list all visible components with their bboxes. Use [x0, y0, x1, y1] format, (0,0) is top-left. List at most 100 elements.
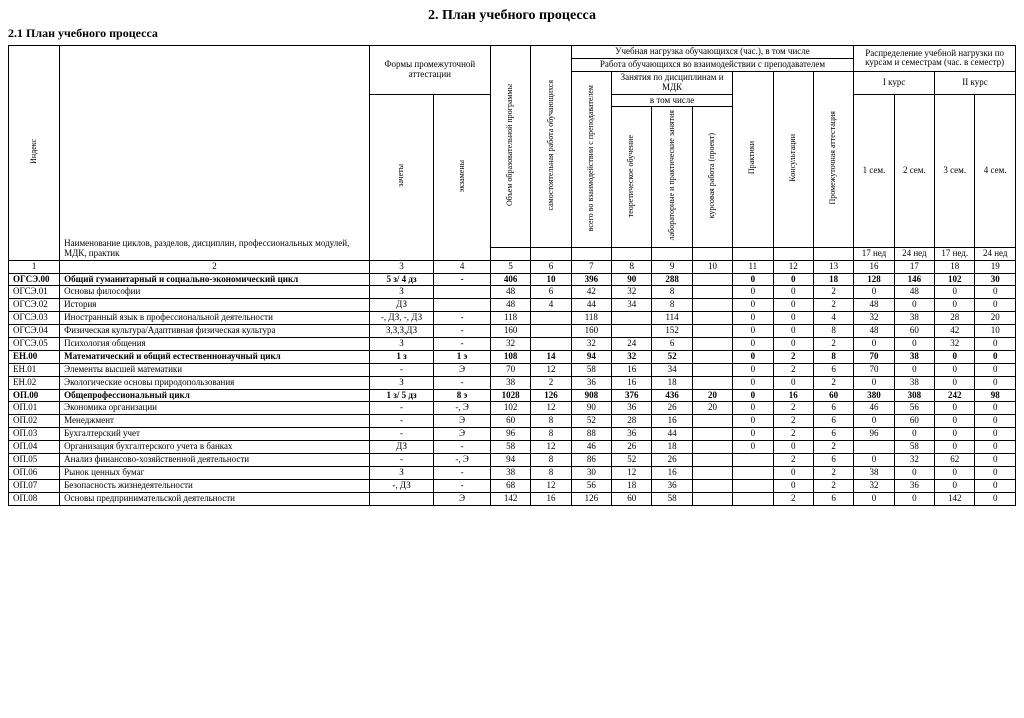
cell-value: 0	[733, 299, 773, 312]
cell-value: 0	[854, 286, 894, 299]
cell-value: -	[369, 415, 434, 428]
cell-value	[692, 454, 732, 467]
cell-value: 32	[854, 479, 894, 492]
col-num: 16	[854, 260, 894, 273]
cell-value: 56	[894, 402, 934, 415]
col-num: 12	[773, 260, 813, 273]
cell-value: 0	[935, 479, 975, 492]
hdr-praktiki: Практики	[748, 139, 757, 176]
hdr-name: Наименование циклов, разделов, дисциплин…	[60, 46, 370, 261]
cell-value: -	[434, 337, 491, 350]
cell-value: 32	[894, 454, 934, 467]
cell-value: 0	[975, 286, 1016, 299]
cell-value: 28	[612, 415, 652, 428]
cell-value	[434, 299, 491, 312]
cell-index: ОГСЭ.00	[9, 273, 60, 286]
cell-value: 48	[894, 286, 934, 299]
cell-value: 42	[935, 325, 975, 338]
cell-name: Общий гуманитарный и социально-экономиче…	[60, 273, 370, 286]
cell-value: -, Э	[434, 454, 491, 467]
cell-value	[854, 441, 894, 454]
cell-value: 0	[935, 286, 975, 299]
cell-value: 62	[935, 454, 975, 467]
hdr-obem: Объем образовательной программы	[506, 82, 515, 208]
col-num: 11	[733, 260, 773, 273]
cell-value: 38	[854, 466, 894, 479]
cell-value: 86	[571, 454, 611, 467]
table-row: ОГСЭ.03Иностранный язык в профессиональн…	[9, 312, 1016, 325]
cell-value: 12	[531, 402, 571, 415]
cell-index: ОГСЭ.03	[9, 312, 60, 325]
hdr-c11	[733, 247, 773, 260]
cell-value: 2	[813, 441, 853, 454]
cell-value: 14	[531, 350, 571, 363]
cell-value: 58	[894, 441, 934, 454]
cell-value: 0	[935, 402, 975, 415]
cell-value: 0	[733, 389, 773, 402]
hdr-sem1: 1 сем.	[854, 94, 894, 247]
cell-value: 0	[733, 441, 773, 454]
cell-value: 102	[490, 402, 530, 415]
table-row: ОГСЭ.00Общий гуманитарный и социально-эк…	[9, 273, 1016, 286]
cell-value: 2	[813, 299, 853, 312]
cell-value: -	[369, 402, 434, 415]
cell-value: 60	[894, 325, 934, 338]
hdr-ekzameny: экзамены	[458, 158, 467, 194]
cell-value: 0	[975, 337, 1016, 350]
cell-value: 16	[773, 389, 813, 402]
cell-value: 18	[813, 273, 853, 286]
cell-value: 90	[571, 402, 611, 415]
col-num: 7	[571, 260, 611, 273]
cell-value: 376	[612, 389, 652, 402]
table-row: ЕН.01Элементы высшей математики-Э7012581…	[9, 363, 1016, 376]
cell-value	[692, 350, 732, 363]
cell-value: 12	[531, 363, 571, 376]
cell-value: -	[434, 441, 491, 454]
cell-value: 160	[571, 325, 611, 338]
cell-value: -, ДЗ	[369, 479, 434, 492]
hdr-c10	[692, 247, 732, 260]
cell-index: ОП.03	[9, 428, 60, 441]
cell-value: 2	[773, 492, 813, 505]
cell-value: 0	[975, 363, 1016, 376]
col-num: 9	[652, 260, 692, 273]
cell-index: ОП.06	[9, 466, 60, 479]
cell-value	[692, 479, 732, 492]
cell-value: 32	[490, 337, 530, 350]
cell-value: -	[434, 325, 491, 338]
cell-value: 1 з/ 5 дз	[369, 389, 434, 402]
hdr-samost: самостоятельная работа обучающихся	[547, 78, 556, 213]
cell-value: -	[434, 376, 491, 389]
cell-value: 32	[935, 337, 975, 350]
cell-value: 0	[773, 441, 813, 454]
cell-value: -	[369, 428, 434, 441]
cell-value: 24	[612, 337, 652, 350]
cell-name: Математический и общий естественнонаучны…	[60, 350, 370, 363]
cell-index: ОГСЭ.04	[9, 325, 60, 338]
cell-value: 48	[490, 299, 530, 312]
cell-value: 60	[894, 415, 934, 428]
cell-value: 0	[773, 479, 813, 492]
cell-index: ЕН.00	[9, 350, 60, 363]
cell-value: 46	[571, 441, 611, 454]
cell-value: 32	[612, 350, 652, 363]
col-num: 3	[369, 260, 434, 273]
cell-value: З	[369, 376, 434, 389]
cell-value: 16	[612, 376, 652, 389]
cell-value: 6	[652, 337, 692, 350]
cell-value	[531, 325, 571, 338]
cell-value: 0	[935, 415, 975, 428]
cell-value: -	[434, 312, 491, 325]
cell-value	[369, 492, 434, 505]
hdr-c7	[571, 247, 611, 260]
hdr-rabota: Работа обучающихся во взаимодействии с п…	[571, 58, 854, 71]
cell-value: 16	[612, 363, 652, 376]
cell-value	[692, 273, 732, 286]
cell-value: 8	[531, 415, 571, 428]
cell-value: 38	[894, 350, 934, 363]
cell-value: 38	[894, 376, 934, 389]
cell-value: 0	[935, 466, 975, 479]
cell-value: 0	[975, 415, 1016, 428]
hdr-c9	[652, 247, 692, 260]
cell-value: 2	[773, 415, 813, 428]
